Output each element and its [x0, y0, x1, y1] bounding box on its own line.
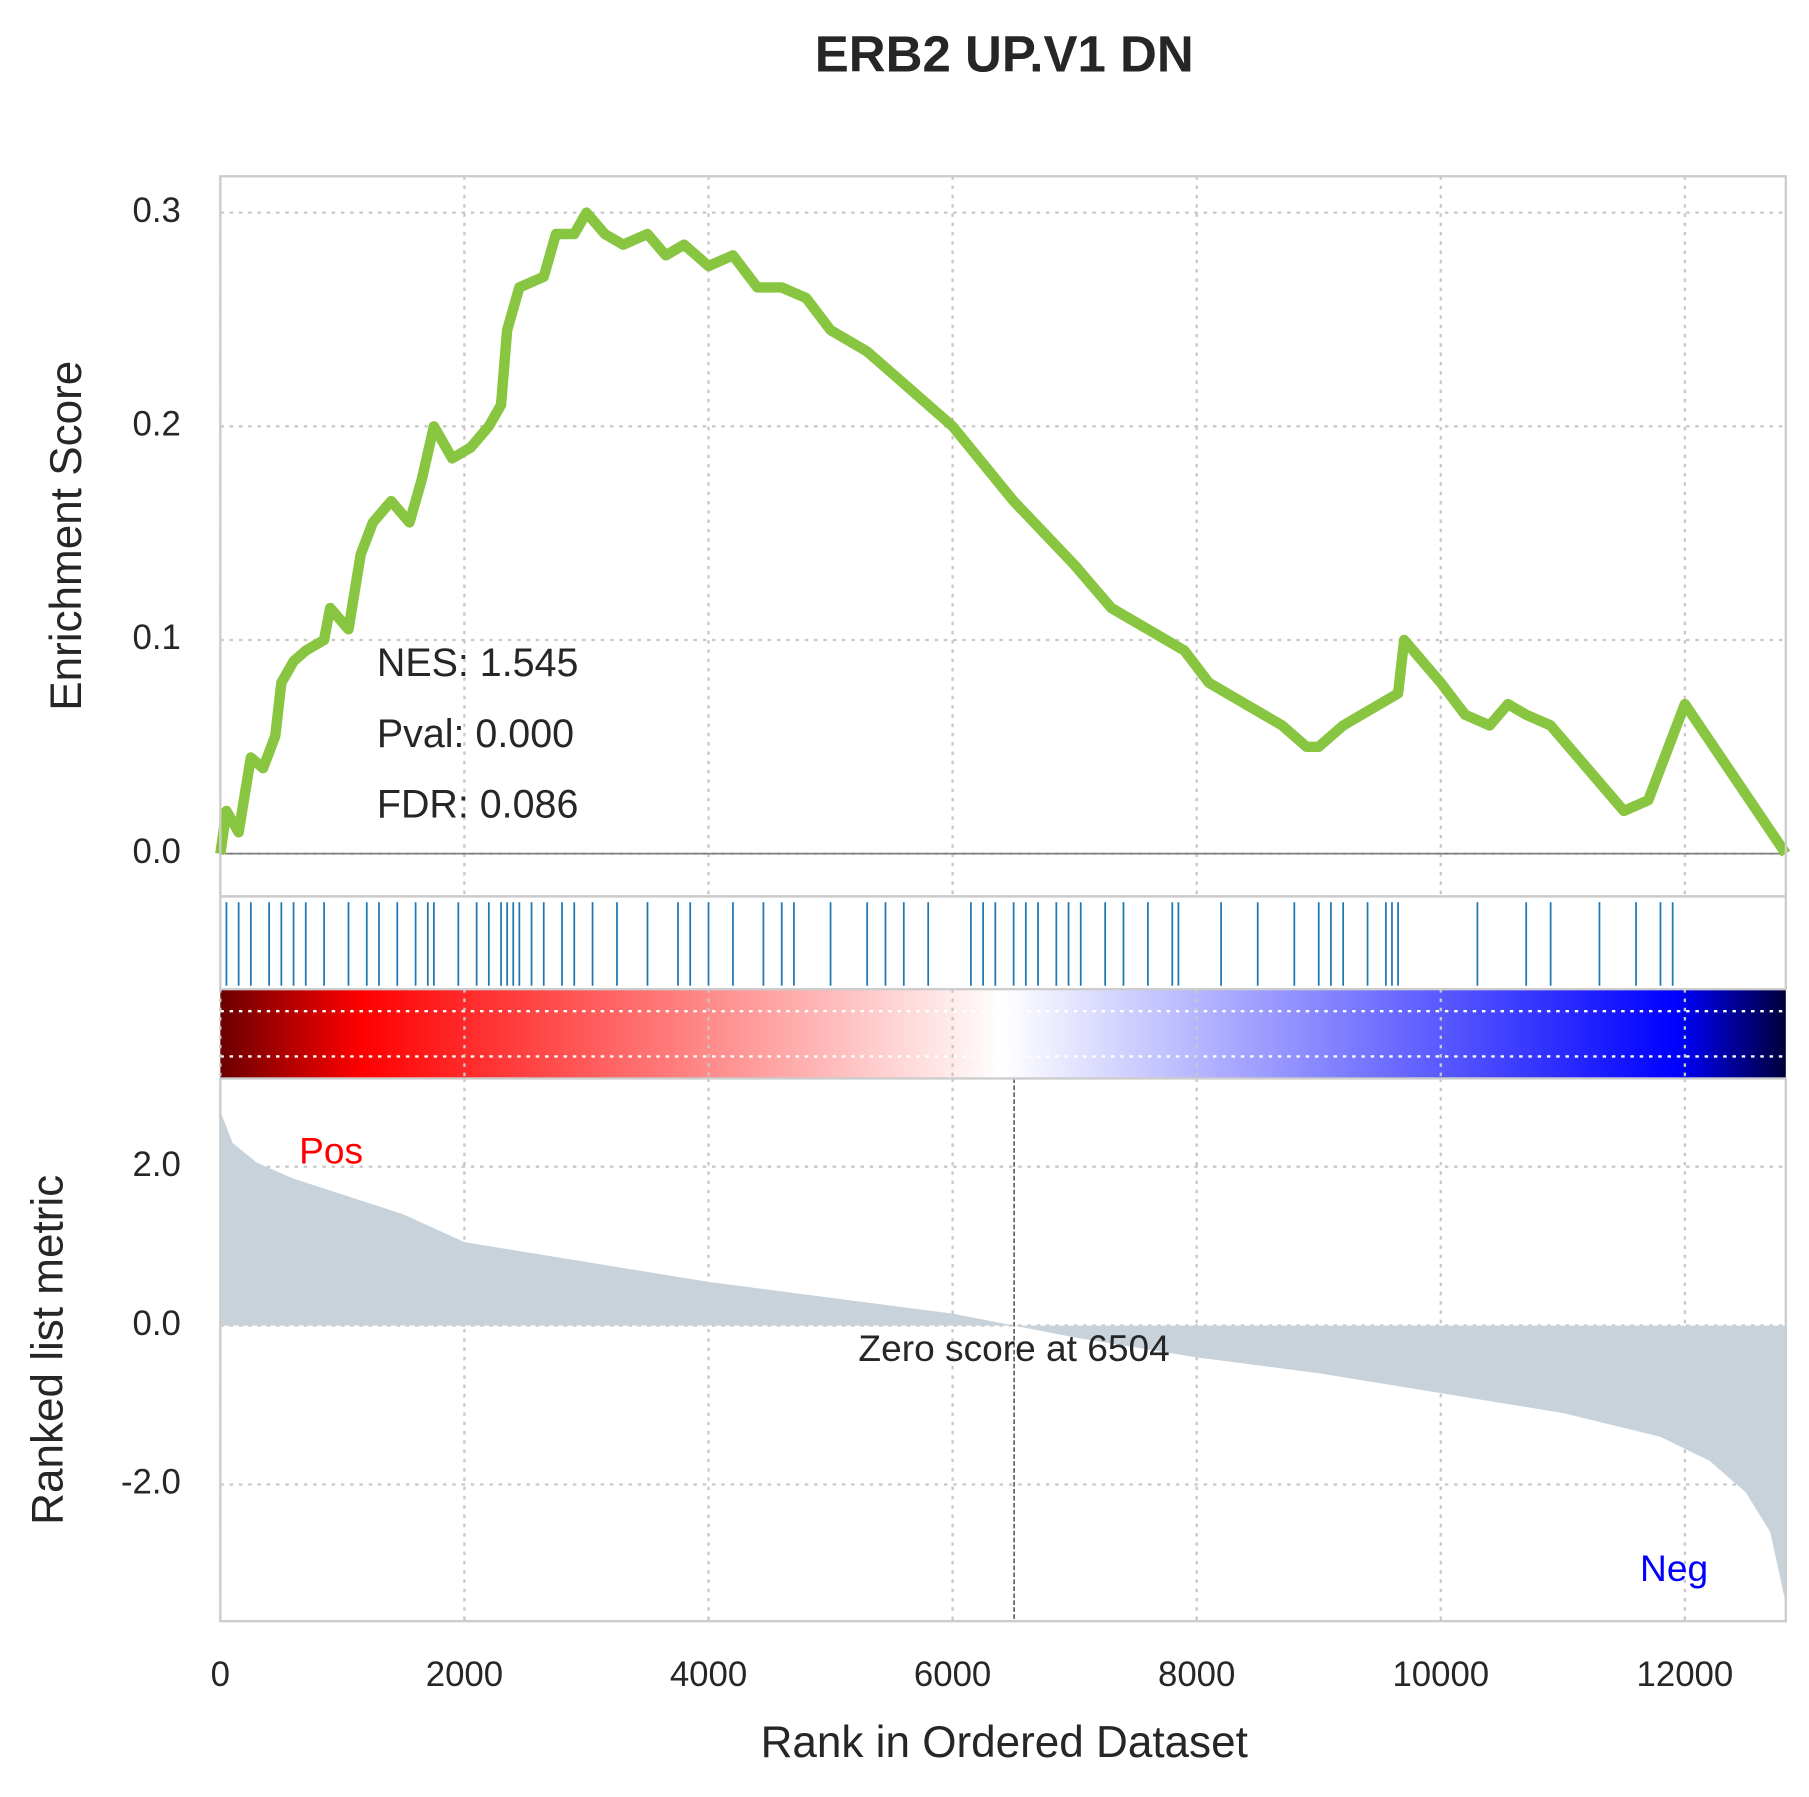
- stat-annotation: NES: 1.545: [377, 641, 579, 685]
- x-tick-label: 6000: [914, 1656, 991, 1694]
- chart-title: ERB2 UP.V1 DN: [815, 25, 1194, 82]
- y-tick-label: 0.3: [133, 192, 181, 230]
- stat-annotation: Pval: 0.000: [377, 712, 574, 756]
- x-axis-title: Rank in Ordered Dataset: [761, 1718, 1248, 1767]
- x-tick-label: 10000: [1392, 1656, 1489, 1694]
- y-tick-label: 2.0: [133, 1146, 181, 1184]
- y-tick-label: 0.2: [133, 405, 181, 443]
- x-tick-label: 2000: [426, 1656, 503, 1694]
- metric-area: [220, 1111, 1786, 1604]
- neg-label: Neg: [1640, 1547, 1708, 1589]
- y-axis-title: Ranked list metric: [24, 1175, 73, 1525]
- y-tick-label: 0.0: [133, 1305, 181, 1343]
- x-tick-label: 12000: [1637, 1656, 1734, 1694]
- rank-colorbar: [220, 989, 1786, 1079]
- pos-label: Pos: [299, 1130, 363, 1172]
- panel-frame: [219, 895, 1787, 991]
- y-tick-label: 0.1: [133, 619, 181, 657]
- y-tick-label: 0.0: [133, 833, 181, 871]
- es-line: [215, 207, 1791, 857]
- zero-score-label: Zero score at 6504: [858, 1327, 1169, 1369]
- x-tick-label: 8000: [1158, 1656, 1235, 1694]
- x-tick-label: 4000: [670, 1656, 747, 1694]
- y-axis-title: Enrichment Score: [42, 361, 91, 711]
- x-tick-label: 0: [211, 1656, 230, 1694]
- stat-annotation: FDR: 0.086: [377, 783, 579, 827]
- y-tick-label: -2.0: [121, 1464, 181, 1502]
- panel-frame: [219, 1077, 1787, 1623]
